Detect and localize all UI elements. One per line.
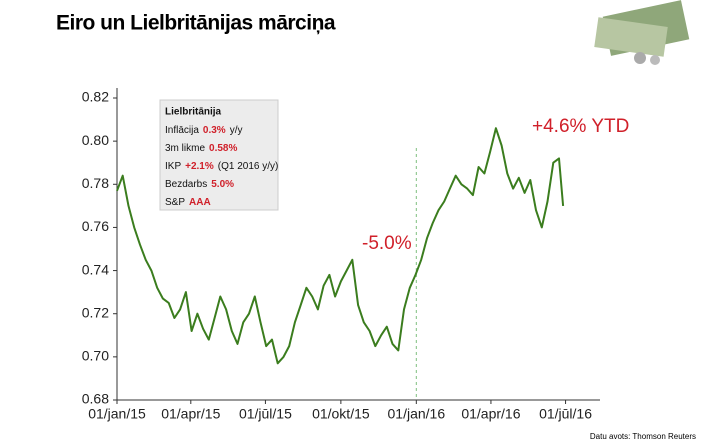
info-value: 0.58% [209,143,237,154]
x-tick-label: 01/jūl/15 [239,406,292,422]
x-tick-label: 01/jan/15 [88,406,146,422]
info-label: Inflācija [165,125,199,136]
info-label: 3m likme [165,143,205,154]
info-value: 5.0% [211,179,234,190]
info-box [159,99,279,211]
info-row: Bezdarbs 5.0% [165,179,234,190]
info-label: S&P [165,197,185,208]
info-value: 0.3% [203,125,226,136]
info-label: IKP [165,161,181,172]
y-tick-label: 0.80 [82,132,109,148]
info-suffix: y/y [230,125,243,136]
annotation: -5.0% [362,233,412,254]
y-tick-label: 0.68 [82,391,109,407]
y-tick-label: 0.70 [82,348,109,364]
y-tick-label: 0.76 [82,218,109,234]
info-value: +2.1% [185,161,214,172]
money-icon [594,0,690,65]
y-tick-label: 0.78 [82,175,109,191]
x-tick-label: 01/jūl/16 [539,406,592,422]
info-label: Bezdarbs [165,179,207,190]
y-tick-label: 0.74 [82,261,109,277]
x-tick-label: 01/jan/16 [388,406,446,422]
series-line [116,127,565,365]
x-tick-label: 01/okt/15 [312,406,370,422]
x-tick-label: 01/apr/15 [161,406,220,422]
info-value: AAA [189,197,211,208]
annotation: +4.6% YTD [532,116,629,137]
info-row: IKP +2.1% (Q1 2016 y/y) [165,161,278,172]
info-row: Inflācija 0.3% y/y [165,125,242,136]
x-tick-label: 01/apr/16 [461,406,520,422]
info-row: S&P AAA [165,197,211,208]
info-title: Lielbritānija [165,107,222,118]
source: Datu avots: Thomson Reuters [590,432,696,441]
y-tick-label: 0.72 [82,304,109,320]
chart-title: Eiro un Lielbritānijas mārciņa [56,12,336,35]
info-suffix: (Q1 2016 y/y) [218,161,279,172]
y-tick-label: 0.82 [82,89,109,105]
info-row: 3m likme 0.58% [165,143,237,154]
